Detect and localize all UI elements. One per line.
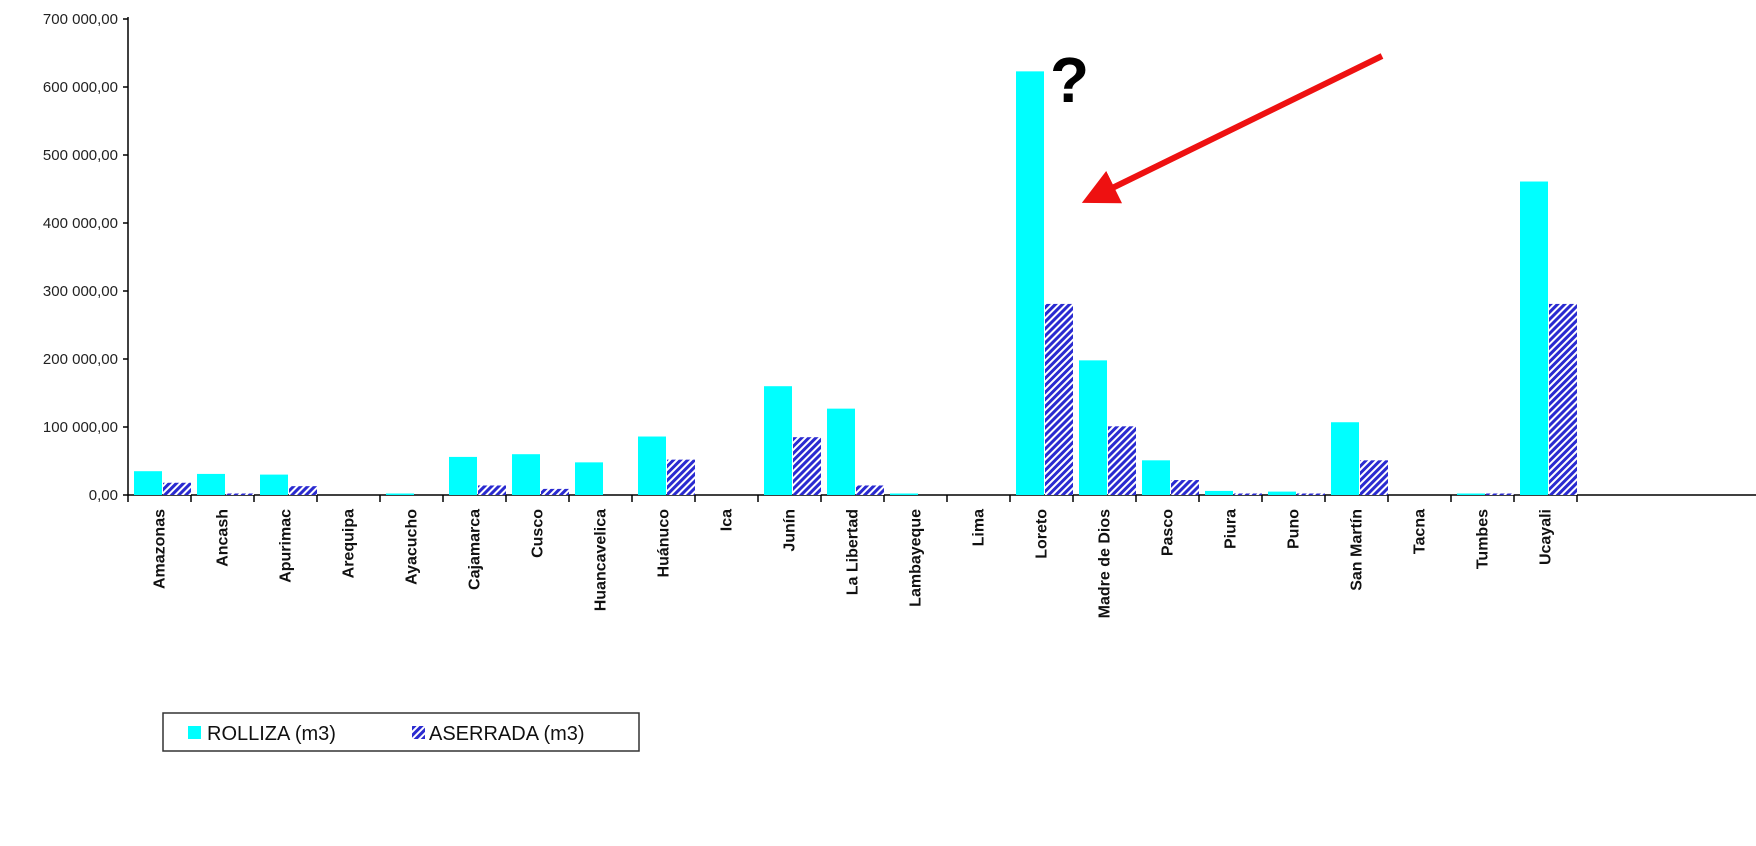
x-category-label: Pasco <box>1160 509 1177 556</box>
x-category-label: Cajamarca <box>467 509 484 590</box>
bar-aserrada <box>1549 303 1577 495</box>
legend-label-aserrada: ASERRADA (m3) <box>429 723 585 745</box>
category-labels: Amazonas Ancash Apurimac Arequipa Ayacucho Ca… <box>152 509 1555 619</box>
bar-rolliza <box>575 462 603 495</box>
bar-rolliza <box>512 454 540 495</box>
bar-rolliza <box>386 493 414 495</box>
x-category-label: San Martín <box>1349 509 1366 591</box>
bars <box>134 71 1577 496</box>
bar-rolliza <box>1268 491 1296 495</box>
bar-aserrada <box>541 488 569 495</box>
y-tick-label: 0,00 <box>89 487 118 504</box>
x-category-label: Apurimac <box>278 509 295 583</box>
x-category-label: Ancash <box>215 509 232 567</box>
x-category-label: Tacna <box>1412 509 1429 554</box>
y-axis: 0,00 100 000,00 200 000,00 300 000,00 400 00… <box>43 11 129 504</box>
x-category-label: Piura <box>1223 509 1240 549</box>
bar-rolliza <box>1142 460 1170 495</box>
question-mark-annotation: ? <box>1050 44 1089 116</box>
x-category-label: Ica <box>719 509 736 531</box>
legend-label-rolliza: ROLLIZA (m3) <box>207 723 336 745</box>
bar-rolliza <box>449 456 477 495</box>
x-category-label: Lambayeque <box>908 509 925 607</box>
bar-aserrada <box>1045 303 1073 495</box>
x-category-label: Ucayali <box>1538 509 1555 565</box>
bar-rolliza <box>1520 181 1548 495</box>
y-tick-label: 600 000,00 <box>43 79 118 96</box>
bar-aserrada <box>478 485 506 495</box>
bar-rolliza <box>890 493 918 495</box>
legend: ROLLIZA (m3) ASERRADA (m3) <box>162 712 640 752</box>
x-category-label: La Libertad <box>845 509 862 595</box>
bar-aserrada <box>667 459 695 495</box>
x-axis <box>127 494 1756 502</box>
x-category-label: Huancavelica <box>593 509 610 611</box>
y-tick-label: 200 000,00 <box>43 351 118 368</box>
bar-aserrada <box>226 493 254 495</box>
bar-rolliza <box>260 474 288 495</box>
legend-box <box>162 712 640 752</box>
x-category-label: Amazonas <box>152 509 169 589</box>
x-category-label: Loreto <box>1034 509 1051 559</box>
bar-aserrada <box>1108 426 1136 495</box>
bar-rolliza <box>638 436 666 495</box>
y-tick-label: 700 000,00 <box>43 11 118 28</box>
bar-rolliza <box>1331 422 1359 495</box>
bar-aserrada <box>1297 493 1325 495</box>
bar-aserrada <box>856 485 884 495</box>
y-tick-label: 300 000,00 <box>43 283 118 300</box>
bar-aserrada <box>793 437 821 495</box>
bar-rolliza <box>1016 71 1044 496</box>
bar-rolliza <box>1205 490 1233 495</box>
x-category-label: Cusco <box>530 509 547 558</box>
bar-aserrada <box>1171 480 1199 495</box>
x-category-label: Puno <box>1286 509 1303 549</box>
bar-rolliza <box>764 386 792 495</box>
bar-rolliza <box>1079 360 1107 495</box>
x-category-label: Tumbes <box>1475 509 1492 569</box>
bar-aserrada <box>163 482 191 495</box>
bar-aserrada <box>1234 493 1262 495</box>
x-category-label: Arequipa <box>341 509 358 578</box>
bar-rolliza <box>197 473 225 495</box>
legend-swatch-rolliza <box>188 726 201 739</box>
legend-swatch-aserrada <box>412 726 425 739</box>
bar-aserrada <box>1486 493 1514 495</box>
x-category-label: Lima <box>971 509 988 546</box>
bar-aserrada <box>289 486 317 495</box>
x-category-label: Huánuco <box>656 509 673 578</box>
x-category-label: Madre de Dios <box>1097 509 1114 618</box>
bar-rolliza <box>1457 493 1485 495</box>
y-tick-label: 400 000,00 <box>43 215 118 232</box>
x-category-label: Ayacucho <box>404 509 421 585</box>
red-arrow-annotation <box>1081 53 1384 204</box>
bar-rolliza <box>827 408 855 495</box>
x-category-label: Junín <box>782 509 799 552</box>
y-tick-label: 100 000,00 <box>43 419 118 436</box>
bar-aserrada <box>1360 460 1388 495</box>
y-tick-label: 500 000,00 <box>43 147 118 164</box>
bar-rolliza <box>134 471 162 495</box>
